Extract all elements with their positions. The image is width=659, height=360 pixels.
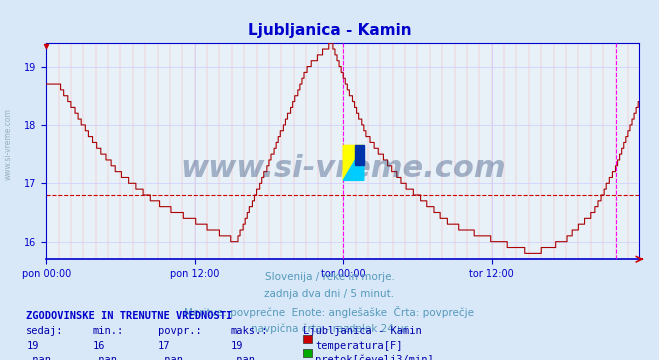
Polygon shape xyxy=(343,145,364,180)
Text: pretok[čevelj3/min]: pretok[čevelj3/min] xyxy=(315,355,434,360)
Text: www.si-vreme.com: www.si-vreme.com xyxy=(180,154,505,183)
Text: povpr.:: povpr.: xyxy=(158,326,202,336)
Text: Slovenija / reke in morje.: Slovenija / reke in morje. xyxy=(264,272,395,282)
Text: min.:: min.: xyxy=(92,326,123,336)
Text: 17: 17 xyxy=(158,341,171,351)
Text: temperatura[F]: temperatura[F] xyxy=(315,341,403,351)
Text: zadnja dva dni / 5 minut.: zadnja dva dni / 5 minut. xyxy=(264,289,395,299)
Text: 16: 16 xyxy=(92,341,105,351)
Text: -nan: -nan xyxy=(231,355,256,360)
Text: -nan: -nan xyxy=(92,355,117,360)
Text: Ljubljanica - Kamin: Ljubljanica - Kamin xyxy=(248,23,411,39)
Text: sedaj:: sedaj: xyxy=(26,326,64,336)
Text: Ljubljanica - Kamin: Ljubljanica - Kamin xyxy=(303,326,422,336)
Text: www.si-vreme.com: www.si-vreme.com xyxy=(4,108,13,180)
Text: -nan: -nan xyxy=(158,355,183,360)
Text: ZGODOVINSKE IN TRENUTNE VREDNOSTI: ZGODOVINSKE IN TRENUTNE VREDNOSTI xyxy=(26,311,233,321)
Polygon shape xyxy=(355,145,364,165)
Text: -nan: -nan xyxy=(26,355,51,360)
Polygon shape xyxy=(343,145,364,180)
Text: 19: 19 xyxy=(26,341,39,351)
Text: 19: 19 xyxy=(231,341,243,351)
Text: maks.:: maks.: xyxy=(231,326,268,336)
Text: navpična črta - razdelek 24 ur: navpična črta - razdelek 24 ur xyxy=(251,324,408,334)
Text: Meritve: povprečne  Enote: anglešaške  Črta: povprečje: Meritve: povprečne Enote: anglešaške Črt… xyxy=(185,306,474,318)
